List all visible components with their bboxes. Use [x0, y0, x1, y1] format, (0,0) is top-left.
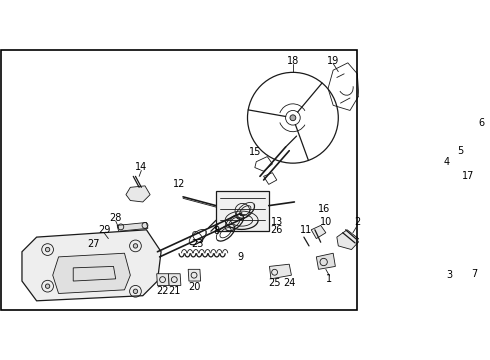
Text: 15: 15: [248, 147, 261, 157]
Text: 27: 27: [88, 239, 100, 249]
Text: 2: 2: [354, 217, 361, 228]
Polygon shape: [385, 252, 472, 321]
Text: 19: 19: [327, 56, 339, 66]
Polygon shape: [117, 222, 148, 231]
Text: 21: 21: [168, 286, 180, 296]
Text: 3: 3: [446, 270, 453, 280]
Circle shape: [133, 289, 138, 293]
Text: 18: 18: [287, 56, 299, 66]
Text: 12: 12: [173, 179, 186, 189]
Text: 4: 4: [443, 157, 450, 167]
Text: 24: 24: [283, 278, 295, 288]
Text: 28: 28: [109, 213, 122, 223]
Text: 5: 5: [457, 146, 463, 156]
Polygon shape: [126, 186, 150, 202]
Circle shape: [437, 167, 441, 171]
Circle shape: [133, 244, 138, 248]
Polygon shape: [169, 274, 181, 285]
Polygon shape: [311, 225, 326, 239]
Polygon shape: [397, 174, 476, 249]
Polygon shape: [188, 269, 200, 281]
Polygon shape: [216, 191, 269, 231]
Polygon shape: [157, 274, 169, 285]
Circle shape: [46, 284, 50, 288]
Polygon shape: [337, 230, 360, 249]
Polygon shape: [53, 253, 130, 293]
Text: 23: 23: [192, 239, 204, 249]
Text: 14: 14: [135, 162, 147, 172]
Text: 6: 6: [479, 118, 485, 128]
Text: 26: 26: [270, 225, 283, 235]
Text: 10: 10: [320, 217, 332, 228]
Text: 11: 11: [300, 225, 312, 235]
Text: 7: 7: [471, 269, 478, 279]
Text: 13: 13: [270, 217, 283, 228]
Polygon shape: [22, 230, 161, 301]
Text: 22: 22: [156, 286, 169, 296]
Text: 8: 8: [213, 226, 219, 236]
Text: 29: 29: [98, 225, 110, 235]
Text: 1: 1: [326, 274, 333, 284]
Text: 9: 9: [237, 252, 243, 262]
Text: 20: 20: [188, 282, 200, 292]
Polygon shape: [317, 253, 335, 269]
Text: 16: 16: [318, 204, 330, 214]
Text: 25: 25: [269, 278, 281, 288]
Circle shape: [46, 247, 50, 252]
Circle shape: [290, 115, 296, 121]
Text: 17: 17: [463, 171, 475, 181]
Polygon shape: [270, 264, 292, 279]
